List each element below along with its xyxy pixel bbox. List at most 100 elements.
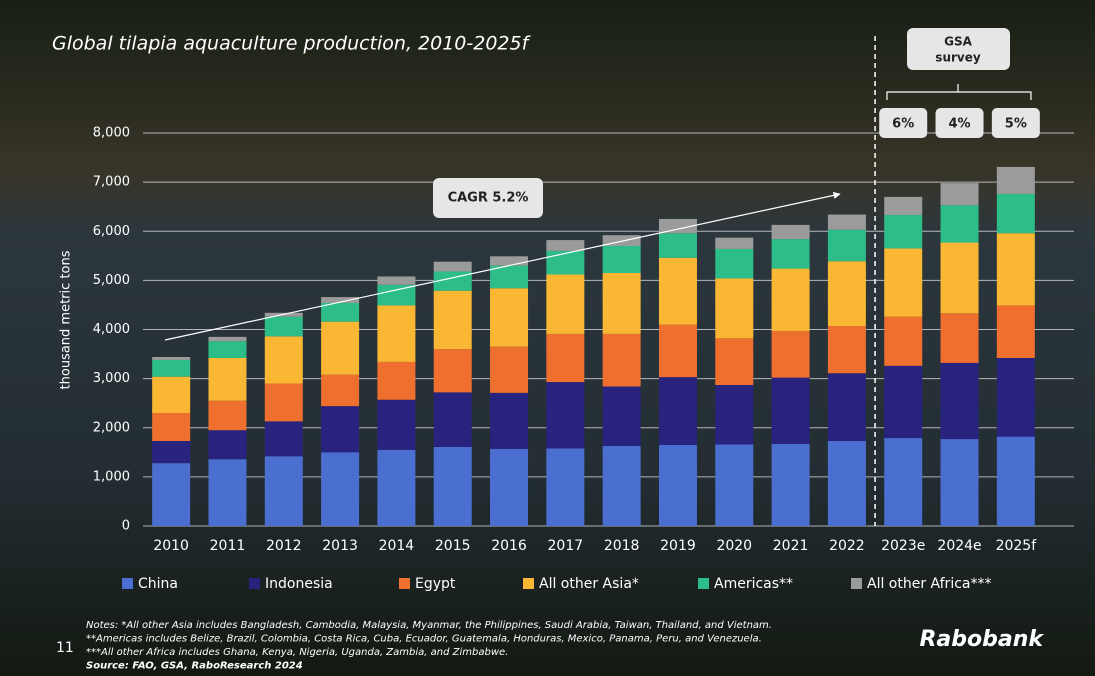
cagr-label: CAGR 5.2% (448, 191, 529, 206)
bar-segment (940, 313, 979, 363)
bar-segment (264, 421, 303, 457)
y-axis-label: thousand metric tons (59, 250, 74, 389)
y-tick-label: 3,000 (93, 371, 130, 386)
bar-segment (715, 248, 754, 279)
x-tick-label: 2018 (604, 538, 640, 554)
y-tick-label: 6,000 (93, 224, 130, 239)
x-tick-label: 2015 (435, 538, 471, 554)
legend-label: All other Africa*** (867, 576, 991, 592)
legend-swatch (698, 578, 709, 589)
legend-label: Americas** (714, 576, 793, 592)
bar-segment (996, 233, 1035, 306)
survey-growth: 4% (948, 117, 970, 132)
bar-segment (827, 229, 866, 262)
chart-title: Global tilapia aquaculture production, 2… (52, 33, 532, 55)
bar-segment (377, 305, 416, 362)
legend-label: Egypt (415, 576, 456, 592)
y-tick-label: 2,000 (93, 420, 130, 435)
bar-segment (208, 341, 247, 358)
bar-segment (433, 261, 472, 272)
bar-segment (152, 376, 191, 414)
bar-segment (546, 274, 585, 334)
bar-segment (771, 268, 810, 331)
bar-segment (940, 242, 979, 314)
y-tick-label: 5,000 (93, 273, 130, 288)
bar-segment (321, 321, 360, 375)
note: Notes: *All other Asia includes Banglade… (86, 620, 772, 631)
bar-segment (602, 386, 641, 446)
bar-segment (490, 256, 529, 266)
bar-segment (321, 406, 360, 453)
survey-growth-box (991, 108, 1040, 138)
bar-segment (377, 361, 416, 400)
bar-segment (940, 205, 979, 243)
bar-segment (940, 183, 979, 206)
bar-segment (208, 430, 247, 460)
bar-segment (152, 359, 191, 377)
bar-segment (546, 382, 585, 449)
bar-segment (827, 441, 866, 526)
bar-segment (884, 438, 923, 526)
bar-segment (658, 324, 697, 378)
bar-segment (996, 193, 1035, 234)
bar-segment (940, 362, 979, 440)
bar-segment (152, 441, 191, 464)
bar-segment (433, 290, 472, 350)
x-tick-label: 2011 (210, 538, 246, 554)
x-tick-label: 2014 (379, 538, 415, 554)
survey-growth-box (879, 108, 928, 138)
bar-segment (658, 218, 697, 234)
bar-segment (771, 377, 810, 444)
note: ***All other Africa includes Ghana, Keny… (86, 647, 508, 658)
bar-segment (884, 365, 923, 439)
bar-segment (490, 346, 529, 393)
bar-segment (658, 444, 697, 526)
bar-segment (658, 233, 697, 258)
bar-segment (771, 330, 810, 378)
note: **Americas includes Belize, Brazil, Colo… (86, 634, 762, 645)
y-tick-label: 8,000 (93, 126, 130, 141)
legend-label: Indonesia (265, 576, 333, 592)
bar-segment (546, 448, 585, 526)
bar-segment (940, 439, 979, 526)
bar-segment (602, 273, 641, 334)
bar-segment (602, 235, 641, 246)
legend-swatch (399, 578, 410, 589)
y-tick-label: 1,000 (93, 469, 130, 484)
bar-segment (546, 250, 585, 275)
bar-segment (152, 463, 191, 526)
bar-segment (884, 215, 923, 249)
bar-segment (771, 443, 810, 526)
x-tick-label: 2022 (829, 538, 865, 554)
survey-label: survey (935, 51, 981, 65)
bar-segment (377, 284, 416, 306)
bar-segment (490, 288, 529, 347)
legend-label: China (138, 576, 178, 592)
bar-segment (827, 373, 866, 442)
bar-segment (152, 413, 191, 442)
bar-segment (884, 248, 923, 317)
bar-segment (884, 196, 923, 216)
survey-growth: 6% (892, 117, 914, 132)
bar-segment (827, 261, 866, 327)
bar-segment (715, 278, 754, 339)
bar-segment (377, 276, 416, 285)
bar-segment (602, 445, 641, 526)
bar-segment (996, 436, 1035, 526)
bar-segment (827, 214, 866, 230)
bar-segment (377, 399, 416, 450)
x-tick-label: 2013 (322, 538, 358, 554)
bar-segment (715, 385, 754, 445)
y-tick-label: 0 (122, 519, 130, 534)
x-tick-label: 2023e (881, 538, 925, 554)
x-tick-label: 2021 (773, 538, 809, 554)
bar-segment (602, 245, 641, 274)
bar-segment (433, 392, 472, 447)
bar-segment (208, 400, 247, 431)
legend-swatch (523, 578, 534, 589)
bar-segment (827, 326, 866, 374)
y-tick-label: 7,000 (93, 175, 130, 190)
bar-segment (321, 297, 360, 303)
bar-segment (771, 239, 810, 269)
